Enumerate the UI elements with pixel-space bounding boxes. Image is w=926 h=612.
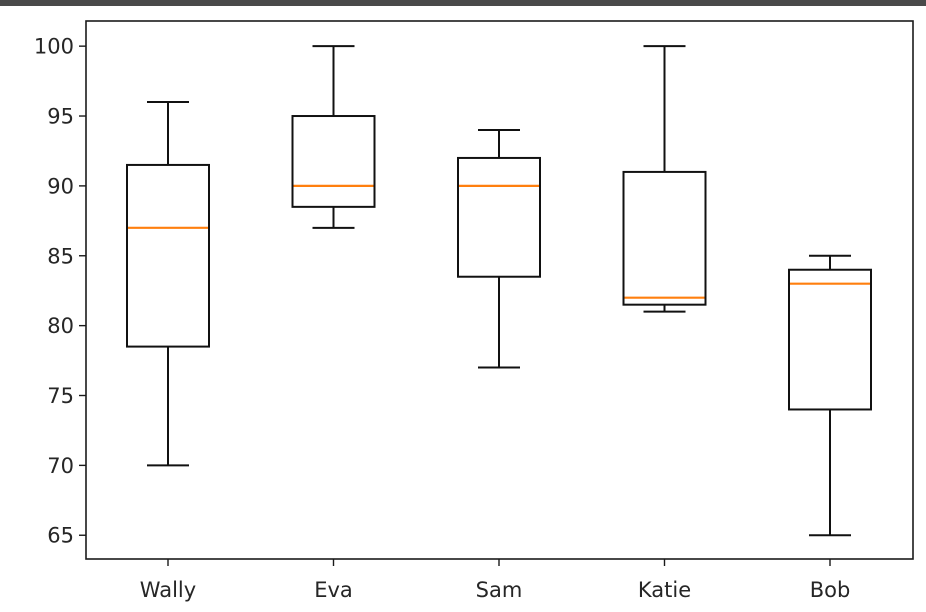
x-tick-label: Katie [638, 578, 691, 602]
y-axis: 65 70 75 80 85 90 95 100 [34, 35, 86, 548]
x-tick-label: Sam [476, 578, 523, 602]
box-series [126, 45, 872, 537]
y-tick-label: 90 [47, 174, 74, 198]
x-axis: Wally Eva Sam Katie Bob [140, 559, 850, 602]
box-group-katie [622, 45, 707, 313]
y-tick-label: 95 [47, 105, 74, 129]
y-tick-label: 75 [47, 384, 74, 408]
box-group-bob [788, 254, 872, 537]
box-group-sam [457, 128, 541, 369]
y-tick-label: 65 [47, 524, 74, 548]
box-group-eva [291, 45, 376, 229]
box-group-wally [126, 101, 210, 467]
iqr-box [622, 170, 707, 306]
y-tick-label: 70 [47, 454, 74, 478]
x-tick-label: Wally [140, 578, 196, 602]
iqr-box [126, 163, 210, 348]
iqr-box [457, 156, 541, 278]
window-top-border [0, 0, 926, 6]
y-tick-label: 100 [34, 35, 74, 59]
iqr-box [291, 115, 376, 208]
y-tick-label: 85 [47, 244, 74, 268]
x-tick-label: Bob [810, 578, 851, 602]
x-tick-label: Eva [314, 578, 353, 602]
y-tick-label: 80 [47, 314, 74, 338]
iqr-box [788, 268, 872, 411]
